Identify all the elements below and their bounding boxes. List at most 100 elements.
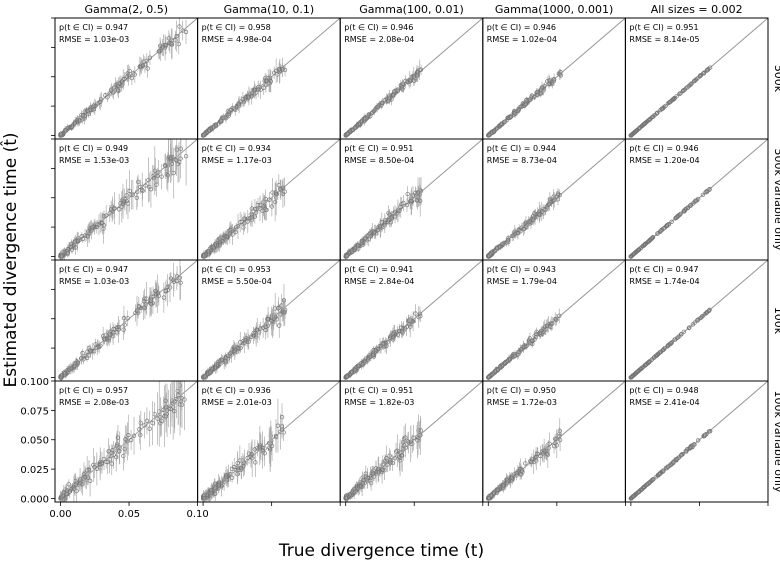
data-point — [704, 188, 710, 194]
data-point — [120, 79, 125, 84]
data-point — [392, 214, 398, 219]
data-point — [207, 128, 212, 134]
data-point — [63, 129, 68, 134]
data-point — [398, 204, 403, 209]
data-point — [72, 120, 78, 126]
data-point — [646, 238, 652, 244]
data-point — [165, 173, 170, 178]
data-point — [273, 190, 278, 195]
data-point — [240, 97, 246, 102]
data-point — [158, 421, 163, 426]
data-point — [127, 188, 132, 194]
data-point — [210, 244, 216, 249]
coverage-label: p(t ∈ CI) = 0.944 — [487, 144, 556, 153]
data-point — [352, 367, 357, 373]
data-point — [229, 350, 234, 355]
rmse-label: RMSE = 8.14e-05 — [629, 35, 699, 44]
data-point — [59, 495, 64, 500]
data-point — [141, 59, 146, 64]
panel-content — [58, 18, 198, 139]
data-point — [141, 305, 146, 310]
data-point — [345, 131, 350, 137]
data-point — [345, 373, 350, 379]
data-point — [357, 121, 362, 126]
data-point — [637, 125, 642, 130]
panel: p(t ∈ CI) = 0.947 RMSE = 1.03e-03 — [51, 17, 199, 140]
data-point — [245, 219, 250, 224]
rmse-label: RMSE = 1.20e-04 — [629, 156, 699, 165]
data-point — [115, 435, 121, 440]
data-point — [489, 130, 494, 135]
data-point — [265, 323, 271, 328]
data-point — [686, 325, 691, 331]
data-point — [252, 206, 258, 212]
data-point — [69, 366, 74, 371]
data-point — [670, 97, 675, 102]
data-point — [242, 340, 247, 345]
data-point — [218, 118, 223, 123]
data-point — [654, 353, 659, 358]
data-point — [121, 453, 126, 459]
data-point — [151, 175, 157, 181]
data-point — [523, 102, 528, 107]
data-point — [110, 448, 115, 453]
coverage-label: p(t ∈ CI) = 0.958 — [202, 23, 271, 32]
data-point — [61, 370, 67, 375]
data-point — [508, 114, 513, 120]
data-point — [629, 374, 634, 380]
data-point — [391, 93, 396, 98]
data-point — [85, 349, 90, 354]
data-point — [112, 85, 117, 90]
data-point — [527, 340, 532, 345]
data-point — [700, 192, 706, 198]
data-point — [167, 285, 173, 290]
data-point — [705, 67, 710, 73]
data-point — [120, 201, 126, 206]
data-point — [246, 95, 251, 100]
data-point — [241, 99, 246, 105]
data-point — [642, 363, 648, 368]
data-point — [281, 298, 287, 303]
data-point — [629, 132, 634, 138]
data-point — [171, 279, 177, 284]
data-point — [707, 65, 713, 70]
data-point — [547, 201, 552, 206]
panel-content — [58, 381, 198, 502]
data-point — [395, 87, 401, 92]
rmse-label: RMSE = 1.02e-04 — [487, 35, 557, 44]
rmse-label: RMSE = 5.50e-04 — [202, 277, 272, 286]
data-point — [72, 363, 77, 368]
data-point — [523, 220, 529, 225]
data-point — [397, 208, 402, 213]
panel-content — [201, 139, 341, 260]
data-point — [535, 89, 540, 95]
data-point — [99, 97, 104, 102]
data-point — [401, 200, 406, 206]
panel: p(t ∈ CI) = 0.951 RMSE = 8.14e-05 — [624, 17, 769, 140]
panel-content — [58, 260, 198, 381]
data-point — [117, 207, 122, 212]
data-point — [381, 341, 386, 346]
data-point — [498, 122, 503, 127]
data-point — [169, 161, 174, 167]
data-point — [706, 308, 711, 313]
panel: p(t ∈ CI) = 0.944 RMSE = 8.73e-04 — [482, 138, 626, 261]
data-point — [59, 254, 64, 259]
column-title: Gamma(100, 0.01) — [359, 3, 464, 16]
data-point — [261, 85, 266, 90]
data-point — [272, 199, 278, 205]
data-point — [263, 327, 268, 333]
data-point — [550, 321, 555, 326]
row-label: 500k variable only — [772, 148, 780, 250]
data-point — [282, 310, 287, 315]
rmse-label: RMSE = 4.98e-04 — [202, 35, 272, 44]
data-point — [173, 38, 178, 43]
data-point — [551, 77, 556, 82]
data-point — [528, 95, 534, 100]
panel: p(t ∈ CI) = 0.947 RMSE = 1.03e-03 — [51, 259, 199, 382]
data-point — [631, 130, 637, 135]
data-point — [367, 231, 372, 236]
data-point — [631, 252, 636, 257]
data-point — [75, 360, 81, 365]
data-point — [85, 475, 91, 480]
